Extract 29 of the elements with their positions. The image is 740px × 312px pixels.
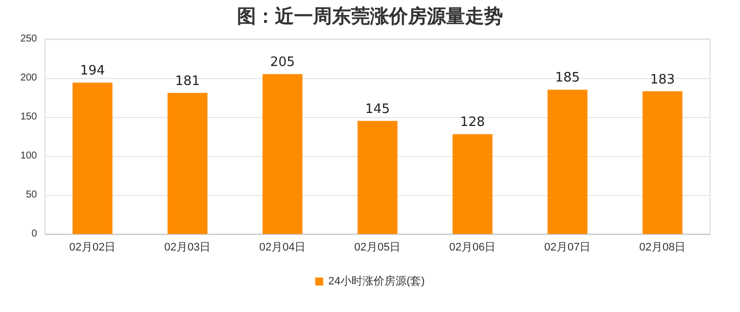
bar (358, 120, 398, 234)
chart-title: 图：近一周东莞涨价房源量走势 (237, 6, 503, 28)
y-tick-label: 0 (31, 228, 38, 240)
data-label: 181 (175, 74, 200, 89)
data-label: 194 (80, 64, 105, 79)
y-tick-label: 250 (20, 34, 38, 44)
x-tick-label: 02月08日 (639, 242, 686, 254)
x-tick-label: 02月04日 (259, 242, 306, 254)
y-tick-label: 150 (20, 112, 38, 122)
x-tick-label: 02月02日 (69, 242, 116, 254)
data-label: 183 (650, 72, 675, 88)
bar (168, 92, 208, 234)
y-tick-label: 50 (26, 190, 38, 200)
data-label: 185 (555, 70, 580, 86)
bar (548, 90, 588, 234)
x-tick-label: 02月03日 (164, 242, 211, 254)
x-tick-label: 02月06日 (449, 242, 496, 254)
data-label: 128 (460, 115, 485, 130)
y-tick-label: 200 (20, 72, 38, 84)
bar (452, 134, 492, 234)
bar (72, 82, 112, 234)
data-label: 205 (270, 55, 295, 70)
x-tick-label: 02月05日 (354, 242, 401, 254)
data-label: 145 (365, 102, 390, 117)
bar (262, 74, 302, 234)
y-tick-label: 100 (20, 150, 38, 162)
bar (642, 91, 682, 234)
legend-label: 24小时涨价房源(套) (328, 274, 425, 288)
x-tick-label: 02月07日 (544, 242, 591, 254)
